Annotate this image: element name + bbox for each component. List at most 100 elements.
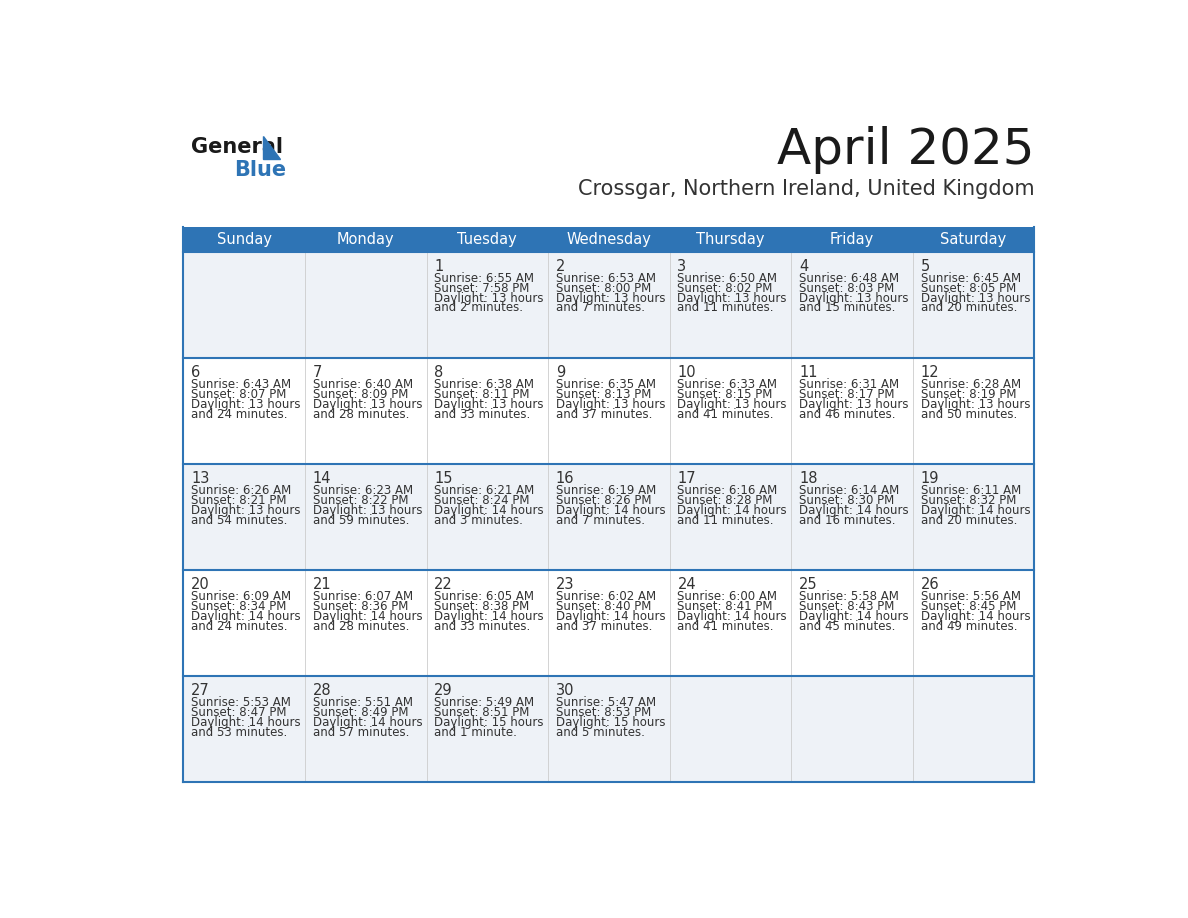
Text: and 49 minutes.: and 49 minutes. bbox=[921, 620, 1017, 633]
Text: and 33 minutes.: and 33 minutes. bbox=[435, 408, 531, 420]
Text: Sunrise: 6:33 AM: Sunrise: 6:33 AM bbox=[677, 378, 777, 391]
Text: Sunrise: 6:16 AM: Sunrise: 6:16 AM bbox=[677, 484, 778, 497]
Text: and 59 minutes.: and 59 minutes. bbox=[312, 514, 409, 527]
Text: and 57 minutes.: and 57 minutes. bbox=[312, 726, 409, 739]
Text: Sunrise: 6:28 AM: Sunrise: 6:28 AM bbox=[921, 378, 1020, 391]
Text: 8: 8 bbox=[435, 364, 443, 380]
Text: and 53 minutes.: and 53 minutes. bbox=[191, 726, 287, 739]
Text: Sunrise: 6:09 AM: Sunrise: 6:09 AM bbox=[191, 590, 291, 603]
Text: Sunrise: 5:51 AM: Sunrise: 5:51 AM bbox=[312, 696, 412, 710]
Text: and 41 minutes.: and 41 minutes. bbox=[677, 408, 773, 420]
Text: Blue: Blue bbox=[234, 161, 286, 180]
Text: Daylight: 14 hours: Daylight: 14 hours bbox=[556, 610, 665, 623]
Text: Sunset: 8:26 PM: Sunset: 8:26 PM bbox=[556, 494, 651, 507]
Bar bbox=[670, 227, 791, 252]
Text: and 1 minute.: and 1 minute. bbox=[435, 726, 517, 739]
Text: Sunrise: 6:45 AM: Sunrise: 6:45 AM bbox=[921, 272, 1020, 285]
Text: 10: 10 bbox=[677, 364, 696, 380]
Text: Sunset: 8:09 PM: Sunset: 8:09 PM bbox=[312, 387, 407, 401]
Text: and 28 minutes.: and 28 minutes. bbox=[312, 408, 409, 420]
Text: Saturday: Saturday bbox=[941, 232, 1006, 247]
Text: Daylight: 13 hours: Daylight: 13 hours bbox=[921, 292, 1030, 305]
Text: 18: 18 bbox=[800, 471, 817, 486]
Text: and 37 minutes.: and 37 minutes. bbox=[556, 620, 652, 633]
Text: Sunset: 8:03 PM: Sunset: 8:03 PM bbox=[800, 282, 895, 295]
Text: Sunrise: 6:40 AM: Sunrise: 6:40 AM bbox=[312, 378, 412, 391]
Text: and 24 minutes.: and 24 minutes. bbox=[191, 620, 287, 633]
Text: 20: 20 bbox=[191, 577, 210, 592]
Text: April 2025: April 2025 bbox=[777, 126, 1035, 174]
Text: 29: 29 bbox=[435, 683, 453, 699]
Text: Sunset: 8:02 PM: Sunset: 8:02 PM bbox=[677, 282, 772, 295]
Text: Daylight: 15 hours: Daylight: 15 hours bbox=[435, 716, 544, 729]
Text: Daylight: 14 hours: Daylight: 14 hours bbox=[191, 716, 301, 729]
Bar bbox=[183, 358, 1035, 465]
Text: Daylight: 14 hours: Daylight: 14 hours bbox=[312, 716, 422, 729]
Text: and 3 minutes.: and 3 minutes. bbox=[435, 514, 523, 527]
Text: Sunset: 8:19 PM: Sunset: 8:19 PM bbox=[921, 387, 1016, 401]
Text: 5: 5 bbox=[921, 259, 930, 274]
Text: Daylight: 13 hours: Daylight: 13 hours bbox=[312, 504, 422, 517]
Text: Daylight: 14 hours: Daylight: 14 hours bbox=[921, 504, 1030, 517]
Text: and 11 minutes.: and 11 minutes. bbox=[677, 514, 773, 527]
Text: Daylight: 15 hours: Daylight: 15 hours bbox=[556, 716, 665, 729]
Text: 30: 30 bbox=[556, 683, 574, 699]
Text: Daylight: 14 hours: Daylight: 14 hours bbox=[677, 504, 786, 517]
Text: and 41 minutes.: and 41 minutes. bbox=[677, 620, 773, 633]
Text: Sunset: 7:58 PM: Sunset: 7:58 PM bbox=[435, 282, 530, 295]
Text: Sunrise: 6:21 AM: Sunrise: 6:21 AM bbox=[435, 484, 535, 497]
Text: Sunset: 8:40 PM: Sunset: 8:40 PM bbox=[556, 600, 651, 613]
Bar bbox=[183, 252, 1035, 358]
Text: 25: 25 bbox=[800, 577, 817, 592]
Text: Daylight: 14 hours: Daylight: 14 hours bbox=[800, 504, 909, 517]
Text: Daylight: 13 hours: Daylight: 13 hours bbox=[435, 397, 544, 410]
Text: 27: 27 bbox=[191, 683, 210, 699]
Text: Sunset: 8:38 PM: Sunset: 8:38 PM bbox=[435, 600, 530, 613]
Text: and 2 minutes.: and 2 minutes. bbox=[435, 301, 523, 315]
Text: 6: 6 bbox=[191, 364, 201, 380]
Text: Sunrise: 6:55 AM: Sunrise: 6:55 AM bbox=[435, 272, 535, 285]
Text: Sunrise: 6:35 AM: Sunrise: 6:35 AM bbox=[556, 378, 656, 391]
Text: 1: 1 bbox=[435, 259, 443, 274]
Text: 2: 2 bbox=[556, 259, 565, 274]
Text: Sunset: 8:32 PM: Sunset: 8:32 PM bbox=[921, 494, 1016, 507]
Text: Daylight: 13 hours: Daylight: 13 hours bbox=[921, 397, 1030, 410]
Text: Sunrise: 5:53 AM: Sunrise: 5:53 AM bbox=[191, 696, 291, 710]
Bar bbox=[183, 465, 1035, 570]
Text: Daylight: 14 hours: Daylight: 14 hours bbox=[191, 610, 301, 623]
Text: Sunset: 8:41 PM: Sunset: 8:41 PM bbox=[677, 600, 773, 613]
Text: Sunrise: 6:23 AM: Sunrise: 6:23 AM bbox=[312, 484, 412, 497]
Text: Friday: Friday bbox=[830, 232, 874, 247]
Text: Sunrise: 6:19 AM: Sunrise: 6:19 AM bbox=[556, 484, 656, 497]
Text: and 20 minutes.: and 20 minutes. bbox=[921, 301, 1017, 315]
Text: Sunrise: 6:11 AM: Sunrise: 6:11 AM bbox=[921, 484, 1020, 497]
Text: Sunrise: 5:49 AM: Sunrise: 5:49 AM bbox=[435, 696, 535, 710]
Text: 28: 28 bbox=[312, 683, 331, 699]
Text: Daylight: 14 hours: Daylight: 14 hours bbox=[921, 610, 1030, 623]
Text: Sunset: 8:21 PM: Sunset: 8:21 PM bbox=[191, 494, 286, 507]
Text: Sunset: 8:07 PM: Sunset: 8:07 PM bbox=[191, 387, 286, 401]
Polygon shape bbox=[264, 136, 280, 159]
Text: Sunrise: 6:26 AM: Sunrise: 6:26 AM bbox=[191, 484, 291, 497]
Text: 3: 3 bbox=[677, 259, 687, 274]
Text: Sunrise: 6:53 AM: Sunrise: 6:53 AM bbox=[556, 272, 656, 285]
Text: 16: 16 bbox=[556, 471, 574, 486]
Text: Sunset: 8:51 PM: Sunset: 8:51 PM bbox=[435, 706, 530, 719]
Bar bbox=[912, 227, 1035, 252]
Text: 19: 19 bbox=[921, 471, 939, 486]
Text: Daylight: 13 hours: Daylight: 13 hours bbox=[191, 397, 301, 410]
Text: Daylight: 13 hours: Daylight: 13 hours bbox=[677, 292, 786, 305]
Bar bbox=[305, 227, 426, 252]
Text: Daylight: 14 hours: Daylight: 14 hours bbox=[556, 504, 665, 517]
Text: Sunrise: 5:56 AM: Sunrise: 5:56 AM bbox=[921, 590, 1020, 603]
Bar bbox=[548, 227, 670, 252]
Text: Wednesday: Wednesday bbox=[567, 232, 651, 247]
Text: and 7 minutes.: and 7 minutes. bbox=[556, 301, 645, 315]
Text: Sunset: 8:17 PM: Sunset: 8:17 PM bbox=[800, 387, 895, 401]
Text: Sunrise: 6:38 AM: Sunrise: 6:38 AM bbox=[435, 378, 535, 391]
Text: Sunset: 8:15 PM: Sunset: 8:15 PM bbox=[677, 387, 772, 401]
Text: Crossgar, Northern Ireland, United Kingdom: Crossgar, Northern Ireland, United Kingd… bbox=[577, 179, 1035, 198]
Text: Sunset: 8:34 PM: Sunset: 8:34 PM bbox=[191, 600, 286, 613]
Text: Monday: Monday bbox=[337, 232, 394, 247]
Text: Daylight: 14 hours: Daylight: 14 hours bbox=[677, 610, 786, 623]
